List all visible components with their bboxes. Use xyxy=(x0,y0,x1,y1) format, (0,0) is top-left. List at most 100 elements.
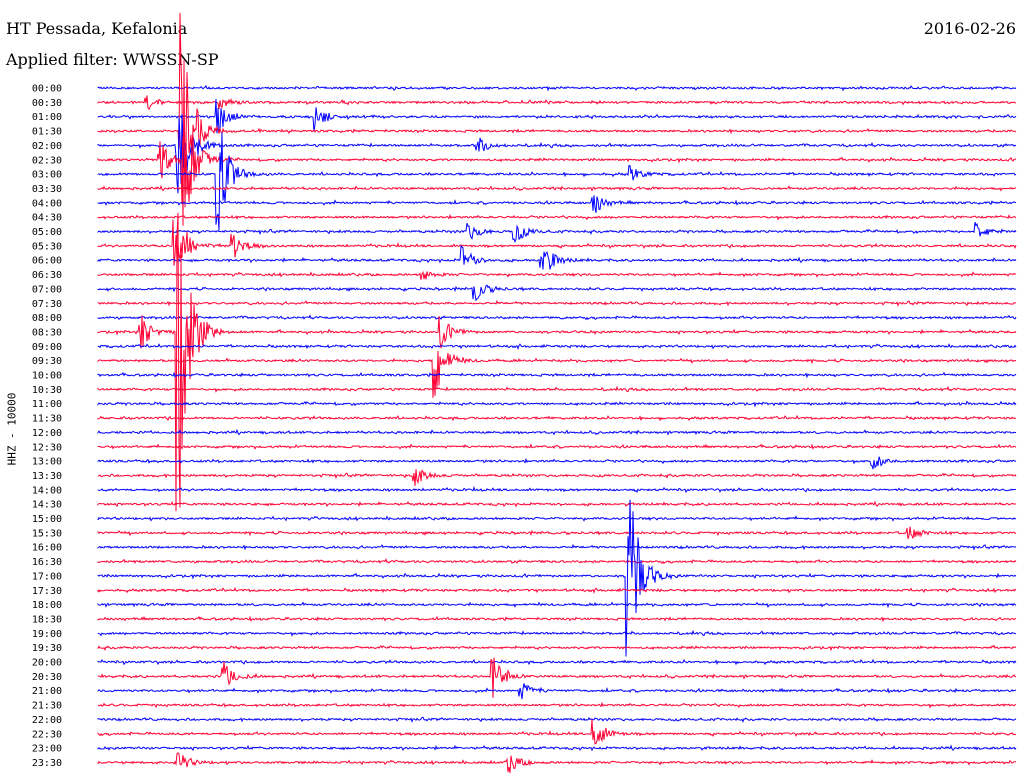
row-time-label: 21:30 xyxy=(32,701,62,712)
trace-line xyxy=(97,500,1017,508)
trace-line xyxy=(97,701,1017,709)
row-time-label: 11:30 xyxy=(32,414,62,425)
row-time-label: 17:30 xyxy=(32,586,62,597)
row-time-label: 23:00 xyxy=(32,744,62,755)
trace-line xyxy=(97,486,1017,494)
row-time-label: 21:00 xyxy=(32,686,62,697)
row-time-label: 18:30 xyxy=(32,614,62,625)
row-time-label: 15:00 xyxy=(32,514,62,525)
trace-line xyxy=(97,526,1017,540)
row-time-label: 01:00 xyxy=(32,112,62,123)
row-time-label: 03:00 xyxy=(32,170,62,181)
trace-line xyxy=(97,658,1017,666)
row-time-label: 15:30 xyxy=(32,528,62,539)
trace-line xyxy=(97,299,1016,307)
row-time-label: 03:30 xyxy=(32,184,62,195)
trace-line xyxy=(97,456,1017,470)
row-time-label: 18:00 xyxy=(32,600,62,611)
row-time-label: 00:00 xyxy=(32,84,62,95)
trace-line xyxy=(97,629,1016,637)
row-time-label: 12:30 xyxy=(32,442,62,453)
trace-line xyxy=(97,12,1017,226)
row-time-label: 04:30 xyxy=(32,213,62,224)
row-time-label: 17:00 xyxy=(32,571,62,582)
trace-line xyxy=(97,371,1017,379)
trace-line xyxy=(97,270,1017,280)
row-time-label: 16:00 xyxy=(32,543,62,554)
row-time-label: 06:00 xyxy=(32,256,62,267)
row-time-label: 11:00 xyxy=(32,399,62,410)
row-time-label: 23:30 xyxy=(32,758,62,769)
trace-line xyxy=(97,644,1017,652)
row-time-label: 20:00 xyxy=(32,658,62,669)
row-time-label: 16:30 xyxy=(32,557,62,568)
row-time-label: 02:30 xyxy=(32,155,62,166)
row-time-label: 13:00 xyxy=(32,457,62,468)
row-time-label: 05:00 xyxy=(32,227,62,238)
trace-line xyxy=(97,558,1017,565)
row-time-label: 20:30 xyxy=(32,672,62,683)
trace-line xyxy=(97,119,1017,205)
trace-line xyxy=(97,499,1017,657)
trace-line xyxy=(97,114,1017,194)
trace-line xyxy=(97,443,1017,450)
trace-line xyxy=(97,615,1017,623)
row-time-label: 19:30 xyxy=(32,643,62,654)
row-time-label: 08:00 xyxy=(32,313,62,324)
row-time-label: 07:00 xyxy=(32,284,62,295)
row-time-label: 22:00 xyxy=(32,715,62,726)
row-time-label: 13:30 xyxy=(32,471,62,482)
trace-line xyxy=(97,657,1017,698)
trace-line xyxy=(97,469,1017,486)
trace-line xyxy=(97,284,1017,302)
trace-line xyxy=(97,132,1017,231)
trace-line xyxy=(97,99,1017,134)
trace-line xyxy=(97,314,1017,321)
trace-line xyxy=(97,213,1017,221)
row-time-label: 10:30 xyxy=(32,385,62,396)
row-time-label: 07:30 xyxy=(32,299,62,310)
trace-line xyxy=(97,343,1017,350)
row-time-label: 06:30 xyxy=(32,270,62,281)
trace-line xyxy=(97,543,1017,551)
trace-line xyxy=(97,515,1017,522)
row-time-label: 08:30 xyxy=(32,327,62,338)
trace-line xyxy=(97,350,1017,398)
row-time-label: 12:00 xyxy=(32,428,62,439)
trace-line xyxy=(97,184,1017,192)
station-title: HT Pessada, Kefalonia xyxy=(6,19,188,38)
row-time-label: 04:00 xyxy=(32,198,62,209)
trace-line xyxy=(97,84,1017,92)
row-time-label: 05:30 xyxy=(32,241,62,252)
trace-line xyxy=(97,716,1017,723)
record-date: 2016-02-26 xyxy=(923,19,1016,38)
trace-line xyxy=(97,221,1017,244)
trace-line xyxy=(97,95,1017,111)
filter-label: Applied filter: WWSSN-SP xyxy=(6,50,219,69)
trace-line xyxy=(97,586,1017,594)
row-time-label: 22:30 xyxy=(32,729,62,740)
row-time-label: 19:00 xyxy=(32,629,62,640)
trace-line xyxy=(97,212,1017,512)
trace-line xyxy=(97,744,1017,752)
row-time-label: 09:30 xyxy=(32,356,62,367)
row-time-label: 14:00 xyxy=(32,485,62,496)
trace-line xyxy=(97,601,1017,609)
row-time-label: 02:00 xyxy=(32,141,62,152)
trace-line xyxy=(97,428,1017,436)
trace-line xyxy=(97,219,1017,266)
trace-line xyxy=(97,400,1017,408)
trace-line xyxy=(97,752,1017,774)
row-time-label: 00:30 xyxy=(32,98,62,109)
trace-line xyxy=(97,719,1017,745)
trace-line xyxy=(97,244,1017,270)
row-time-label: 09:00 xyxy=(32,342,62,353)
trace-line xyxy=(97,414,1017,422)
trace-line xyxy=(97,385,1017,393)
row-time-label: 14:30 xyxy=(32,500,62,511)
trace-line xyxy=(97,683,1016,700)
trace-line xyxy=(97,195,1017,213)
row-time-label: 01:30 xyxy=(32,127,62,138)
row-time-label: 10:00 xyxy=(32,371,62,382)
